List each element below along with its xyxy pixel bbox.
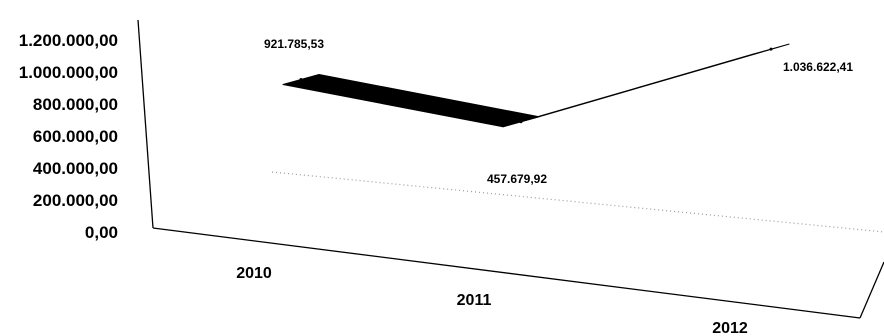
y-tick-label: 600.000,00 xyxy=(33,127,118,146)
ribbon-segment-2010-2011 xyxy=(282,74,540,128)
y-tick-label: 400.000,00 xyxy=(33,159,118,178)
y-tick-label: 200.000,00 xyxy=(33,191,118,210)
y-tick-label: 1.000.000,00 xyxy=(19,63,118,82)
axes xyxy=(137,19,884,319)
x-axis-line xyxy=(152,227,861,319)
depth-axis-line xyxy=(859,261,884,319)
data-label-2010: 921.785,53 xyxy=(264,37,324,51)
data-point-2012 xyxy=(769,47,773,51)
data-point-2011 xyxy=(519,120,523,124)
y-tick-label: 1.200.000,00 xyxy=(19,31,118,50)
x-tick-label-2011: 2011 xyxy=(457,292,492,309)
x-tick-label-2012: 2012 xyxy=(712,320,748,336)
y-tick-label: 0,00 xyxy=(85,223,118,242)
data-label-2011: 457.679,92 xyxy=(487,172,547,186)
floor-gridline xyxy=(271,171,884,233)
data-label-2012: 1.036.622,41 xyxy=(783,60,853,74)
y-tick-label: 800.000,00 xyxy=(33,95,118,114)
floor-dots xyxy=(271,171,884,233)
x-tick-labels: 2010 2011 2012 xyxy=(236,265,748,336)
data-labels: 921.785,53 457.679,92 1.036.622,41 xyxy=(264,37,853,186)
ribbon-segment-2011-2012 xyxy=(502,43,790,128)
y-axis-line xyxy=(137,19,154,229)
y-tick-labels: 0,00 200.000,00 400.000,00 600.000,00 800.00… xyxy=(19,31,118,242)
data-point-2010 xyxy=(299,78,303,82)
x-tick-label-2010: 2010 xyxy=(236,265,272,282)
series-ribbon xyxy=(282,43,790,128)
